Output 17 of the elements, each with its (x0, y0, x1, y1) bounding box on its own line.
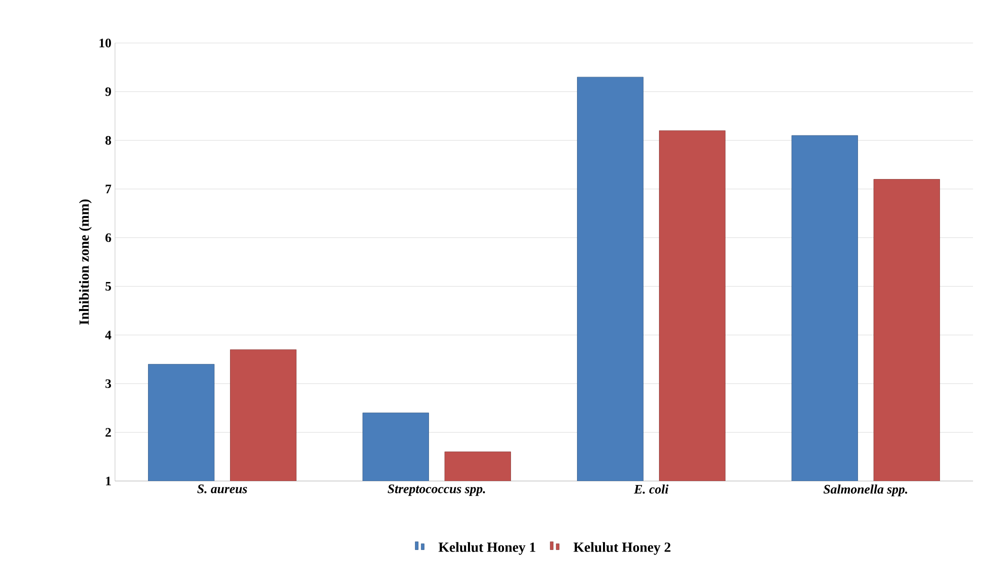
x-tick-label: Salmonella spp. (824, 484, 908, 496)
legend-label: Kelulut Honey 1 (438, 542, 536, 555)
x-tick-label: E. coli (634, 484, 668, 494)
y-tick-label: 6 (105, 233, 112, 242)
x-tick-label: Streptococcus spp. (388, 484, 485, 496)
y-tick-label: 2 (106, 428, 111, 437)
y-tick-label: 8 (105, 136, 112, 145)
y-tick-label: 1 (106, 476, 111, 486)
y-tick-label: 10 (100, 38, 111, 48)
legend-label: Kelulut Honey 2 (574, 542, 670, 555)
y-tick-label: 4 (105, 330, 112, 340)
y-tick-label: 9 (105, 87, 112, 96)
y-axis-title: Inhibition zone (mm) (79, 199, 92, 325)
y-tick-label: 5 (106, 282, 112, 291)
y-tick-label: 3 (105, 379, 112, 388)
y-tick-label: 7 (106, 184, 112, 194)
x-tick-label: S. aureus (197, 484, 248, 494)
